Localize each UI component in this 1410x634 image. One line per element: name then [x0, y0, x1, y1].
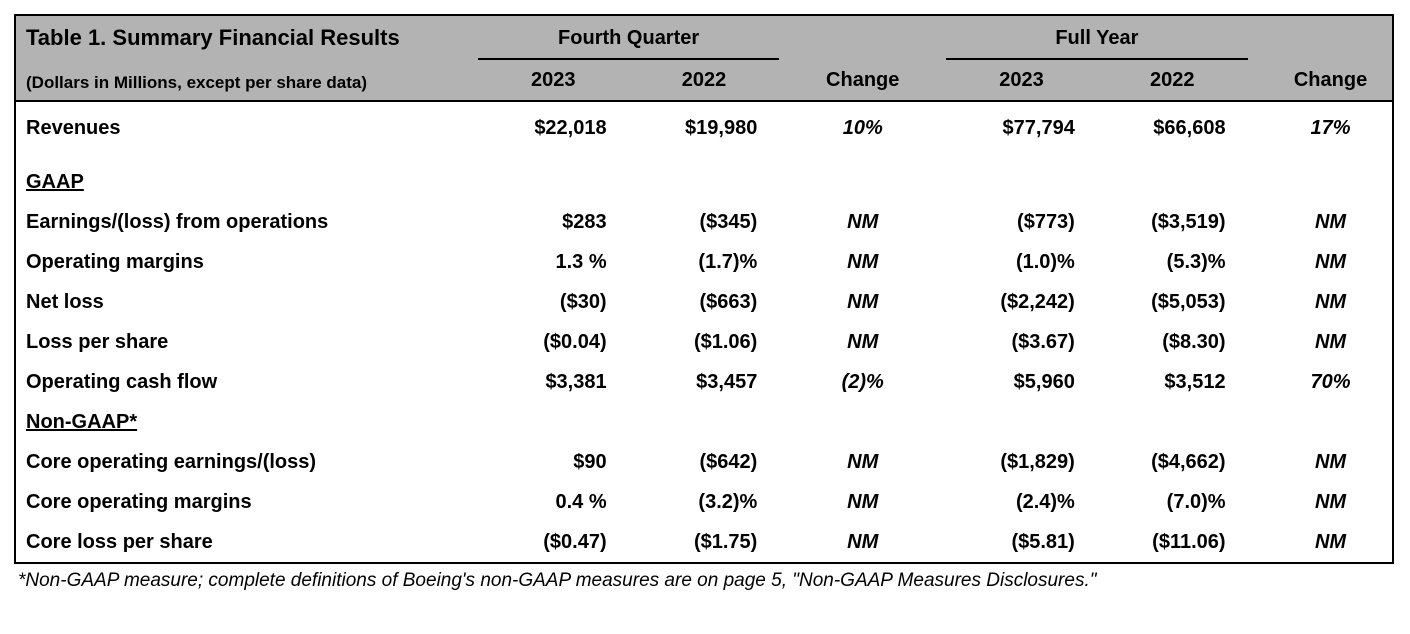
- label-lps: Loss per share: [15, 322, 478, 362]
- cell: ($663): [629, 282, 780, 322]
- cell: $66,608: [1097, 101, 1248, 148]
- cell: ($1.75): [629, 522, 780, 563]
- cell: 10%: [801, 101, 925, 148]
- cell: 0.4 %: [478, 482, 629, 522]
- label-coreearn: Core operating earnings/(loss): [15, 442, 478, 482]
- label-ocf: Operating cash flow: [15, 362, 478, 402]
- period-fourth-quarter: Fourth Quarter: [478, 15, 779, 59]
- cell: $3,457: [629, 362, 780, 402]
- cell: $90: [478, 442, 629, 482]
- cell: (3.2)%: [629, 482, 780, 522]
- col-y-change: Change: [1269, 59, 1393, 101]
- cell: ($642): [629, 442, 780, 482]
- cell: NM: [1269, 482, 1393, 522]
- period-full-year: Full Year: [946, 15, 1247, 59]
- cell: (2.4)%: [946, 482, 1097, 522]
- row-section-gaap: GAAP: [15, 162, 1393, 202]
- cell: $22,018: [478, 101, 629, 148]
- label-revenues: Revenues: [15, 101, 478, 148]
- cell: NM: [1269, 202, 1393, 242]
- label-ebit: Earnings/(loss) from operations: [15, 202, 478, 242]
- cell: 70%: [1269, 362, 1393, 402]
- cell: $5,960: [946, 362, 1097, 402]
- cell: (7.0)%: [1097, 482, 1248, 522]
- cell: NM: [1269, 242, 1393, 282]
- cell: ($3.67): [946, 322, 1097, 362]
- financial-results-table: Table 1. Summary Financial Results Fourt…: [14, 14, 1394, 564]
- col-q-2022: 2022: [629, 59, 780, 101]
- cell: (1.7)%: [629, 242, 780, 282]
- cell: (1.0)%: [946, 242, 1097, 282]
- cell: NM: [1269, 282, 1393, 322]
- label-coremargin: Core operating margins: [15, 482, 478, 522]
- cell: $283: [478, 202, 629, 242]
- cell: NM: [1269, 522, 1393, 563]
- cell: ($2,242): [946, 282, 1097, 322]
- cell: ($5.81): [946, 522, 1097, 563]
- cell: ($345): [629, 202, 780, 242]
- cell: ($773): [946, 202, 1097, 242]
- row-loss-per-share: Loss per share ($0.04) ($1.06) NM ($3.67…: [15, 322, 1393, 362]
- cell: NM: [1269, 442, 1393, 482]
- table-subtitle: (Dollars in Millions, except per share d…: [15, 59, 478, 101]
- row-core-lps: Core loss per share ($0.47) ($1.75) NM (…: [15, 522, 1393, 563]
- cell: ($0.04): [478, 322, 629, 362]
- col-q-change: Change: [801, 59, 925, 101]
- cell: ($30): [478, 282, 629, 322]
- cell: NM: [801, 282, 925, 322]
- cell: NM: [801, 482, 925, 522]
- col-q-2023: 2023: [478, 59, 629, 101]
- cell: NM: [801, 522, 925, 563]
- cell: ($0.47): [478, 522, 629, 563]
- cell: ($1.06): [629, 322, 780, 362]
- cell: ($3,519): [1097, 202, 1248, 242]
- cell: 17%: [1269, 101, 1393, 148]
- cell: (2)%: [801, 362, 925, 402]
- cell: ($1,829): [946, 442, 1097, 482]
- row-revenues: Revenues $22,018 $19,980 10% $77,794 $66…: [15, 101, 1393, 148]
- label-opmargin: Operating margins: [15, 242, 478, 282]
- cell: (5.3)%: [1097, 242, 1248, 282]
- cell: NM: [801, 202, 925, 242]
- col-y-2022: 2022: [1097, 59, 1248, 101]
- cell: ($8.30): [1097, 322, 1248, 362]
- row-section-nongaap: Non-GAAP*: [15, 402, 1393, 442]
- cell: ($5,053): [1097, 282, 1248, 322]
- table-title: Table 1. Summary Financial Results: [15, 15, 478, 59]
- row-operating-cash-flow: Operating cash flow $3,381 $3,457 (2)% $…: [15, 362, 1393, 402]
- row-net-loss: Net loss ($30) ($663) NM ($2,242) ($5,05…: [15, 282, 1393, 322]
- row-ebit: Earnings/(loss) from operations $283 ($3…: [15, 202, 1393, 242]
- cell: $19,980: [629, 101, 780, 148]
- cell: ($4,662): [1097, 442, 1248, 482]
- label-netloss: Net loss: [15, 282, 478, 322]
- cell: NM: [801, 242, 925, 282]
- row-core-earnings: Core operating earnings/(loss) $90 ($642…: [15, 442, 1393, 482]
- row-operating-margins: Operating margins 1.3 % (1.7)% NM (1.0)%…: [15, 242, 1393, 282]
- row-core-margins: Core operating margins 0.4 % (3.2)% NM (…: [15, 482, 1393, 522]
- label-gaap: GAAP: [15, 162, 478, 202]
- cell: $3,381: [478, 362, 629, 402]
- label-corelps: Core loss per share: [15, 522, 478, 563]
- cell: NM: [801, 322, 925, 362]
- cell: NM: [801, 442, 925, 482]
- col-y-2023: 2023: [946, 59, 1097, 101]
- cell: NM: [1269, 322, 1393, 362]
- cell: $77,794: [946, 101, 1097, 148]
- cell: $3,512: [1097, 362, 1248, 402]
- footnote-nongaap: *Non-GAAP measure; complete definitions …: [14, 570, 1396, 592]
- label-nongaap: Non-GAAP*: [15, 402, 478, 442]
- cell: ($11.06): [1097, 522, 1248, 563]
- cell: 1.3 %: [478, 242, 629, 282]
